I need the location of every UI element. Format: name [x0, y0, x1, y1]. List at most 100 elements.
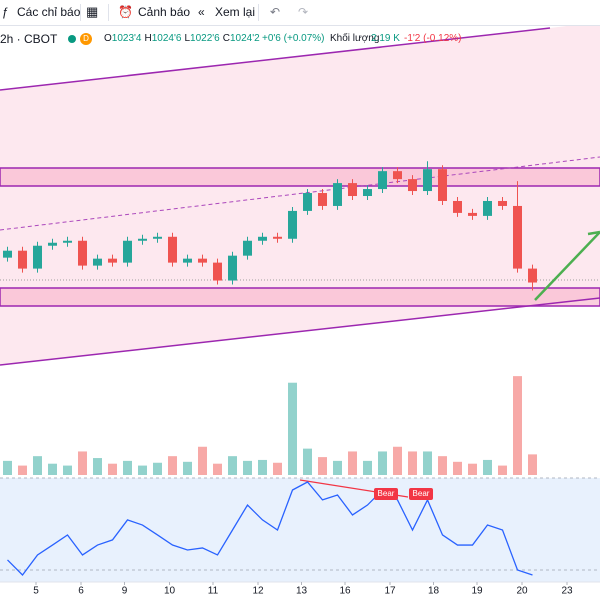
volume-bar [528, 454, 537, 475]
volume-bar [348, 451, 357, 475]
candle-body [258, 236, 267, 241]
rsi-band [0, 478, 600, 582]
replay-icon: « [198, 5, 205, 19]
alert-icon: ⏰ [118, 5, 133, 19]
volume-bar [333, 460, 342, 475]
volume-bar [243, 460, 252, 475]
x-tick-label: 19 [471, 586, 483, 597]
annotation: Bear [378, 489, 395, 498]
volume-bar [33, 456, 42, 475]
volume-bar [513, 376, 522, 475]
x-tick-label: 11 [208, 586, 219, 597]
candle-body [363, 189, 372, 197]
candle-body [348, 183, 357, 197]
volume-bar [108, 463, 117, 475]
volume-bar [123, 460, 132, 475]
volume-bar [183, 461, 192, 475]
volume-bar [393, 446, 402, 475]
candle-body [498, 200, 507, 206]
volume-bar [483, 459, 492, 475]
candle-body [243, 240, 252, 256]
candle-body [228, 255, 237, 281]
volume-bar [18, 465, 27, 475]
volume-bar [228, 456, 237, 475]
separator [108, 4, 109, 21]
volume-bar [378, 451, 387, 475]
candle-body [153, 236, 162, 239]
volume-bar [213, 463, 222, 475]
candle-body [183, 258, 192, 263]
candle-body [423, 169, 432, 192]
annotation: Bear [413, 489, 430, 498]
candle-body [333, 183, 342, 206]
volume-bar [273, 462, 282, 475]
x-tick-label: 13 [296, 586, 308, 597]
candle-body [318, 193, 327, 206]
volume-bar [3, 460, 12, 475]
volume-bar [438, 456, 447, 475]
volume-bar [48, 463, 57, 475]
candle-body [48, 242, 57, 246]
ohlc-value: 1023'4 [111, 33, 142, 44]
change: +0'6 (+0.07%) [262, 33, 325, 44]
candle-body [468, 212, 477, 216]
x-tick-label: 5 [33, 586, 39, 597]
candle-body [438, 169, 447, 201]
ohlc-value: 1022'6 [190, 33, 220, 44]
candle-body [93, 258, 102, 266]
ohlc-value: 1024'6 [151, 33, 182, 44]
badge: D [80, 33, 92, 45]
volume: 2.19 K [371, 33, 400, 44]
ohlc-label: L [184, 33, 191, 44]
volume-bar [363, 460, 372, 475]
candle-body [513, 205, 522, 269]
volume-bar [153, 462, 162, 475]
x-tick-label: 16 [339, 586, 351, 597]
ohlc-label: H [144, 33, 152, 44]
candle-body [138, 238, 147, 241]
candle-body [213, 262, 222, 281]
alerts-button[interactable]: Cảnh báo [138, 5, 191, 19]
volume-bar [93, 458, 102, 475]
separator [80, 4, 81, 21]
volume-bar [453, 461, 462, 475]
x-tick-label: 17 [384, 586, 396, 597]
candle-body [198, 258, 207, 263]
volume-bar [468, 463, 477, 475]
annotation-box [374, 488, 398, 500]
candle-body [3, 250, 12, 258]
rsi-line [7, 481, 533, 576]
candle-body [63, 240, 72, 243]
ohlc-value: 1024'2 [229, 33, 260, 44]
volume-change: -1'2 (-0.12%) [404, 33, 462, 44]
layout-icon[interactable]: ▦ [86, 4, 99, 19]
ohlc: O1023'4 H1024'6 L1022'6 C1024'2 [104, 33, 263, 44]
projection-arrow [534, 231, 600, 301]
candle-body [288, 210, 297, 239]
ohlc-label: C [222, 33, 230, 44]
x-tick-label: 23 [561, 586, 573, 597]
volume-bar [258, 459, 267, 475]
indicators-button[interactable]: Các chỉ báo [17, 5, 81, 19]
volume-bar [138, 465, 147, 475]
candle-body [108, 258, 117, 263]
replay-button[interactable]: Xem lại [215, 5, 256, 19]
x-tick-label: 20 [516, 586, 528, 597]
candle-body [303, 193, 312, 211]
volume-bar [63, 465, 72, 475]
redo-button[interactable]: ↷ [298, 5, 309, 19]
candle-body [393, 171, 402, 180]
candle-body [18, 250, 27, 269]
x-tick-label: 10 [164, 586, 176, 597]
volume-bar [288, 382, 297, 475]
volume-bar [498, 465, 507, 475]
symbol: 2h · CBOT [0, 32, 58, 46]
candle-body [78, 240, 87, 266]
x-tick-label: 12 [252, 586, 264, 597]
separator [258, 4, 259, 21]
toolbar: ƒ Các chỉ báo ▦ ⏰ Cảnh báo « Xem lại ↶ ↷ [0, 0, 600, 26]
volume-bar [78, 451, 87, 475]
candle-body [33, 245, 42, 269]
undo-button[interactable]: ↶ [270, 5, 281, 19]
